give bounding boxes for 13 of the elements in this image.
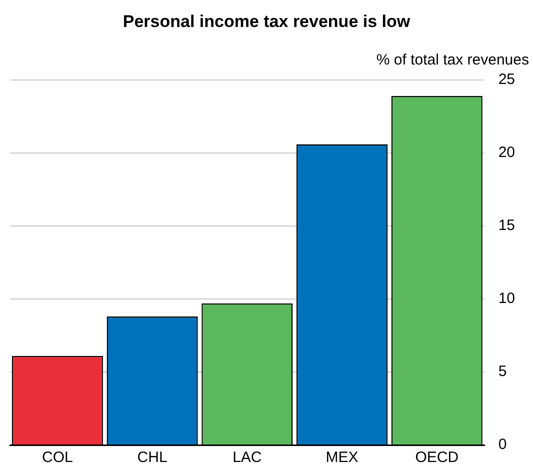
- y-tick-label: 25: [498, 71, 516, 88]
- x-tick-label: OECD: [415, 449, 459, 466]
- chart-title: Personal income tax revenue is low: [122, 11, 412, 33]
- y-tick-label: 5: [498, 363, 507, 380]
- y-axis-title: % of total tax revenues: [376, 52, 529, 69]
- y-tick-label: 10: [498, 290, 516, 308]
- x-tick-label: COL: [42, 449, 73, 466]
- x-tick-label: MEX: [326, 449, 358, 466]
- x-tick-label: CHL: [137, 449, 168, 466]
- y-tick-label: 0: [498, 436, 507, 454]
- y-tick-label: 15: [498, 217, 516, 234]
- x-tick-label: LAC: [232, 449, 262, 466]
- y-tick-label: 20: [498, 144, 516, 162]
